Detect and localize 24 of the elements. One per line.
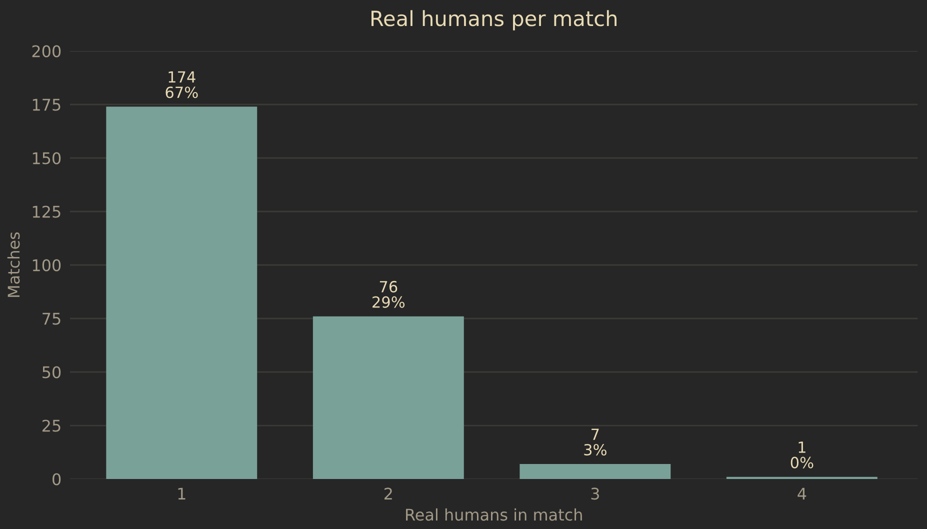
y-tick-label: 175 bbox=[32, 98, 60, 111]
y-tick-label: 150 bbox=[32, 152, 61, 164]
bar bbox=[726, 476, 878, 480]
y-tick-label: 200 bbox=[32, 45, 61, 58]
chart-title: Real humans per match bbox=[372, 10, 616, 30]
x-axis-title: Real humans in match bbox=[406, 508, 582, 521]
x-tick-label: 1 bbox=[178, 488, 186, 500]
bar bbox=[106, 106, 258, 480]
y-axis-title: Matches bbox=[7, 232, 20, 297]
bar bbox=[520, 464, 671, 480]
data-label: 76 29% bbox=[372, 280, 405, 308]
y-tick-label: 0 bbox=[52, 473, 61, 486]
x-tick-label: 2 bbox=[384, 488, 392, 500]
y-tick-label: 125 bbox=[32, 206, 60, 218]
x-tick-label: 4 bbox=[798, 488, 806, 500]
data-label: 1 0% bbox=[790, 442, 814, 468]
x-tick-label: 3 bbox=[591, 488, 599, 500]
y-tick-label: 100 bbox=[32, 259, 61, 272]
y-tick-label: 75 bbox=[42, 312, 60, 325]
y-tick-label: 50 bbox=[42, 366, 61, 378]
y-tick-label: 25 bbox=[42, 420, 60, 432]
bar bbox=[312, 316, 464, 480]
data-label: 7 3% bbox=[584, 428, 606, 456]
data-label: 174 67% bbox=[166, 71, 198, 98]
